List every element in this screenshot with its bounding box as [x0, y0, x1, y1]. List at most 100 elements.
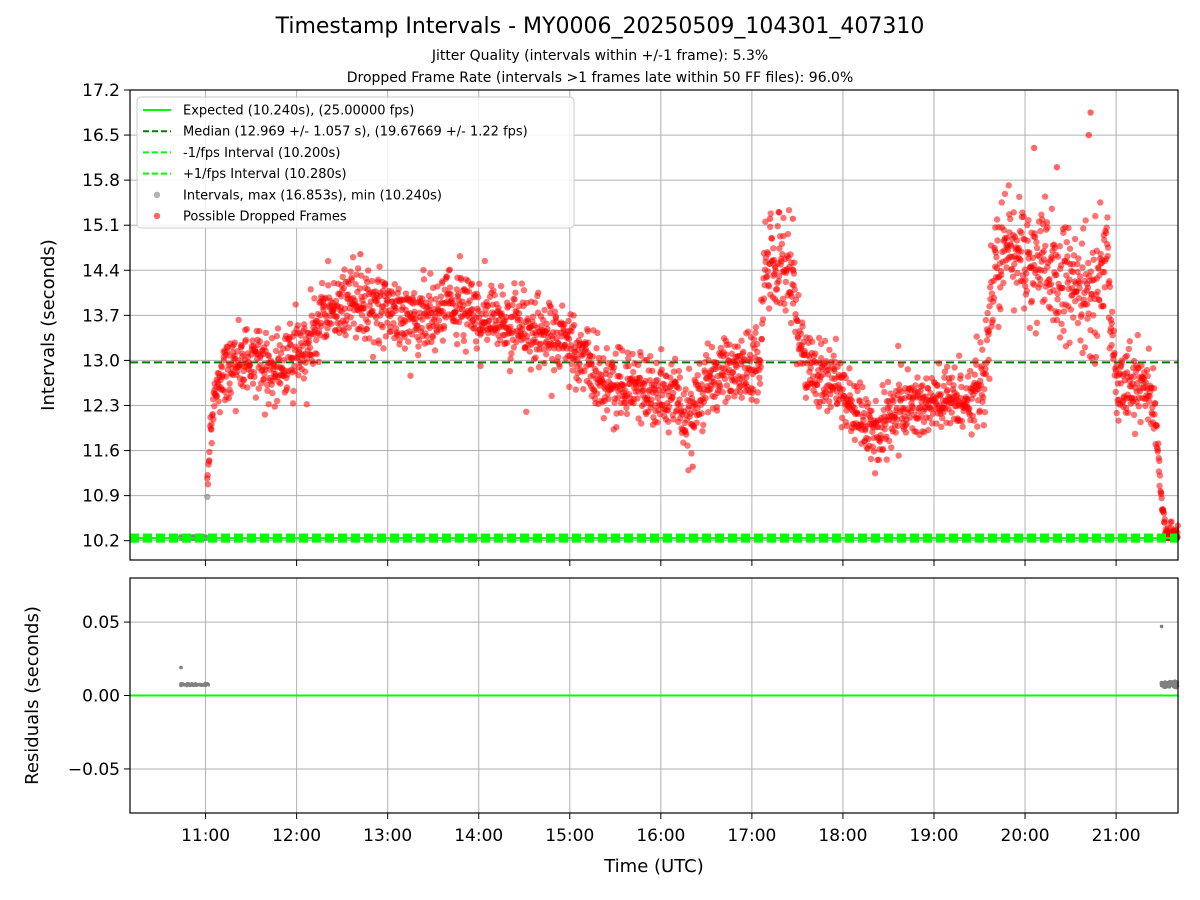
dropped-frame-point [537, 340, 544, 348]
dropped-frame-point [843, 422, 851, 430]
dropped-frame-point [594, 329, 601, 337]
dropped-frame-point [698, 410, 705, 417]
dropped-frame-point [1076, 279, 1083, 287]
dropped-frame-point [535, 289, 542, 296]
dropped-frame-point [958, 417, 966, 425]
dropped-frame-point [826, 346, 833, 354]
dropped-frame-point [593, 390, 601, 397]
dropped-frame-point [477, 362, 484, 370]
dropped-frame-point [1010, 209, 1017, 216]
dropped-frame-point [754, 389, 762, 396]
dropped-frame-point [1087, 268, 1095, 275]
dropped-frame-point [1134, 331, 1141, 339]
dropped-frame-point [572, 386, 580, 393]
dropped-frame-point [368, 277, 376, 285]
dropped-frame-point [1077, 337, 1084, 344]
dropped-frame-point [654, 394, 661, 401]
dropped-frame-point [244, 384, 251, 391]
dropped-frame-point [307, 286, 314, 293]
dropped-frame-point [382, 333, 390, 340]
dropped-frame-point [204, 471, 211, 479]
dropped-frame-point [1033, 244, 1041, 252]
dropped-frame-point [799, 323, 806, 330]
dropped-frame-point [965, 405, 973, 412]
x-tick-label: 14:00 [454, 826, 503, 846]
dropped-frame-point [357, 250, 364, 258]
dropped-frame-point [744, 328, 752, 335]
dropped-frame-point [1104, 244, 1112, 251]
dropped-frame-point [364, 319, 372, 326]
dropped-frame-point [1142, 402, 1149, 410]
dropped-frame-point [809, 373, 817, 380]
dropped-frame-point [713, 407, 721, 414]
dropped-frame-point [596, 359, 603, 367]
dropped-frame-point [391, 281, 398, 288]
dropped-frame-point [774, 223, 781, 230]
dropped-frame-point [471, 324, 478, 332]
dropped-frame-point [865, 435, 872, 443]
dropped-frame-point [1007, 215, 1014, 223]
dropped-frame-point [420, 266, 427, 274]
dropped-frame-point [775, 209, 783, 216]
dropped-frame-point [551, 308, 559, 315]
y-tick-label: 13.7 [82, 306, 120, 326]
dropped-frame-point [980, 422, 988, 429]
dropped-frame-point [860, 416, 867, 424]
dropped-frame-point [1025, 217, 1032, 224]
dropped-frame-point [208, 426, 215, 433]
dropped-frame-point [802, 394, 810, 401]
dropped-frame-point [411, 308, 418, 316]
dropped-frame-point [427, 296, 435, 304]
dropped-frame-point [460, 302, 467, 309]
dropped-frame-point [225, 394, 233, 402]
legend-dot-marker [153, 212, 161, 220]
dropped-frame-point [453, 331, 460, 338]
dropped-frame-point [206, 448, 213, 456]
dropped-frame-point [994, 237, 1001, 244]
dropped-frame-point [488, 282, 495, 289]
dropped-frame-point [1003, 234, 1011, 242]
dropped-frame-point [708, 343, 716, 351]
dropped-frame-point [702, 351, 710, 359]
dropped-frame-point [300, 375, 308, 382]
dropped-frame-point [603, 345, 610, 352]
dropped-frame-point [727, 387, 735, 394]
dropped-frame-point [1085, 131, 1092, 139]
dropped-frame-point [271, 403, 278, 410]
residual-point [206, 682, 211, 687]
dropped-frame-point [985, 356, 992, 364]
dropped-frame-point [665, 403, 673, 410]
dropped-frame-point [240, 376, 248, 384]
dropped-frame-point [549, 355, 556, 363]
dropped-frame-point [684, 442, 691, 449]
dropped-frame-point [683, 431, 690, 438]
dropped-frame-point [1044, 224, 1051, 231]
dropped-frame-point [1041, 193, 1049, 200]
dropped-frame-point [1063, 238, 1070, 246]
dropped-frame-point [617, 373, 624, 380]
dropped-frame-point [892, 429, 899, 436]
dropped-frame-point [981, 408, 989, 416]
dropped-frame-point [357, 272, 365, 279]
interval-point [204, 493, 211, 501]
residual-point [179, 665, 183, 670]
y-tick-label: 0.00 [82, 687, 120, 707]
dropped-frame-point [1042, 242, 1049, 250]
dropped-frame-point [696, 360, 703, 367]
dropped-frame-point [838, 423, 846, 431]
dropped-frame-point [750, 335, 758, 343]
dropped-frame-point [313, 336, 320, 344]
dropped-frame-point [734, 343, 742, 350]
dropped-frame-point [1043, 219, 1051, 226]
y-tick-label: −0.05 [68, 760, 120, 780]
dropped-frame-point [1131, 430, 1139, 438]
dropped-frame-point [1032, 330, 1040, 337]
dropped-frame-point [1151, 411, 1158, 418]
dropped-frame-point [782, 307, 789, 314]
dropped-frame-point [1106, 283, 1114, 291]
legend-dot-marker [153, 191, 161, 198]
dropped-frame-point [738, 337, 745, 344]
dropped-frame-point [416, 336, 423, 344]
dropped-frame-point [323, 331, 330, 339]
